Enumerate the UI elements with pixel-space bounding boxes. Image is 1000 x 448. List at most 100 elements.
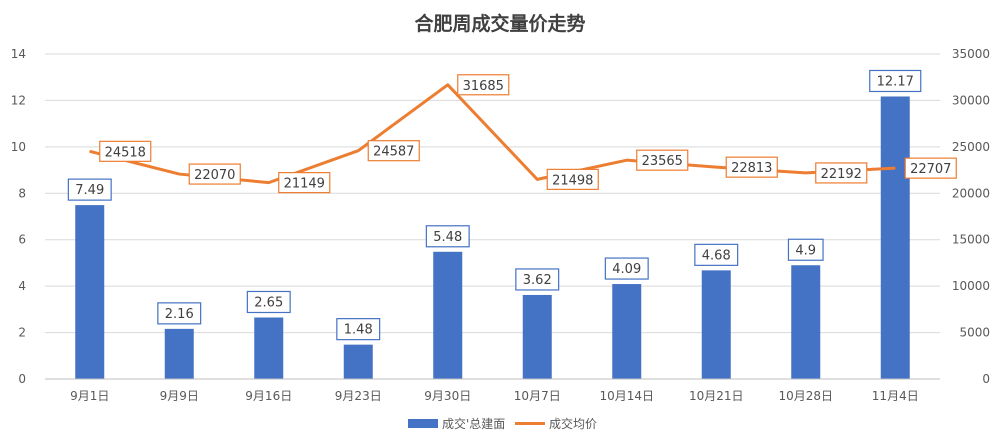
line-point: [357, 150, 359, 152]
line-label-box: [725, 156, 778, 178]
bar-label-box: [694, 243, 739, 266]
x-tick-label: 10月7日: [514, 389, 561, 403]
line-data-label: 31685: [463, 79, 504, 94]
right-tick-label: 10000: [952, 279, 990, 293]
bar-data-label: 2.65: [254, 295, 283, 310]
bar-series: [75, 96, 910, 379]
line-point: [715, 166, 717, 168]
right-tick-label: 5000: [959, 326, 990, 340]
line-point: [178, 173, 180, 175]
left-tick-label: 14: [11, 47, 26, 61]
line-label-box: [188, 163, 241, 185]
bar: [791, 265, 821, 379]
legend-line-label: 成交均价: [549, 416, 597, 431]
x-tick-label: 9月23日: [335, 389, 382, 403]
x-tick-label: 9月9日: [160, 389, 199, 403]
line-point: [805, 172, 807, 174]
line-data-label: 24518: [105, 145, 146, 160]
line-point: [268, 182, 270, 184]
right-tick-label: 30000: [952, 93, 990, 107]
left-tick-label: 12: [11, 93, 26, 107]
bar-data-labels: 7.49 2.16 2.65 1.48 5.48 3.62 4.09 4.68 4.9 12.17: [67, 69, 922, 341]
bar-label-box: [336, 318, 381, 341]
x-tick-label: 9月16日: [245, 389, 292, 403]
line-data-label: 24587: [373, 145, 414, 160]
line-label-box: [815, 162, 868, 184]
bar-label-box: [604, 257, 649, 280]
x-tick-label: 9月1日: [70, 389, 109, 403]
bar-label-box: [869, 69, 922, 93]
line-data-label: 21149: [284, 177, 325, 192]
bar-label-box: [67, 178, 112, 201]
line-label-box: [99, 140, 152, 162]
line-data-label: 23565: [642, 154, 683, 169]
chart-title: 合肥周成交量价走势: [414, 12, 585, 35]
bar: [880, 96, 910, 379]
line-label-box: [636, 149, 689, 171]
line-point: [536, 178, 538, 180]
line-data-label: 22813: [731, 161, 772, 176]
bar-data-label: 4.09: [612, 262, 641, 277]
right-tick-label: 15000: [952, 233, 990, 247]
legend-bar-swatch: [408, 419, 438, 428]
line-label-box: [278, 172, 331, 194]
left-tick-label: 10: [11, 140, 26, 154]
x-tick-label: 10月14日: [599, 389, 654, 403]
left-tick-label: 2: [18, 326, 26, 340]
x-axis: 9月1日 9月9日 9月16日 9月23日 9月30日 10月7日 10月14日 10月21日…: [45, 378, 940, 403]
right-tick-label: 25000: [952, 140, 990, 154]
bar: [75, 205, 105, 379]
bar: [343, 344, 373, 379]
bar-data-label: 1.48: [344, 323, 373, 338]
left-tick-label: 4: [18, 279, 26, 293]
bar: [522, 294, 552, 379]
right-tick-label: 20000: [952, 186, 990, 200]
line-label-box: [904, 157, 957, 179]
x-tick-label: 9月30日: [424, 389, 471, 403]
bar-data-label: 5.48: [433, 230, 462, 245]
right-tick-label: 0: [982, 372, 990, 386]
bar-label-box: [787, 238, 824, 261]
line-data-label: 22192: [821, 167, 862, 182]
bar: [433, 251, 463, 379]
bar-data-label: 4.9: [795, 243, 816, 258]
left-tick-label: 0: [18, 372, 26, 386]
line-label-box: [546, 168, 599, 190]
bar: [254, 317, 284, 379]
x-tick-label: 11月4日: [872, 389, 919, 403]
bar: [612, 284, 642, 379]
bar: [701, 270, 731, 379]
line-data-label: 22707: [910, 162, 951, 177]
left-axis: 0 2 4 6 8 10 12 14: [11, 47, 26, 386]
bar-data-label: 4.68: [702, 248, 731, 263]
bar-label-box: [425, 225, 470, 248]
line-point: [89, 150, 91, 152]
line-point: [626, 159, 628, 161]
bar-label-box: [515, 268, 560, 291]
bar-data-label: 2.16: [165, 307, 194, 322]
grid-lines: [45, 53, 940, 380]
x-tick-label: 10月21日: [689, 389, 744, 403]
line-label-box: [457, 74, 510, 96]
legend-bar-label: 成交'总建面: [442, 416, 505, 431]
line-point: [894, 167, 896, 169]
bar-label-box: [246, 290, 291, 314]
bar: [164, 328, 194, 379]
bar-data-label: 3.62: [523, 273, 552, 288]
left-tick-label: 6: [18, 233, 26, 247]
line-data-label: 21498: [552, 173, 593, 188]
left-tick-label: 8: [18, 186, 26, 200]
line-data-labels: 24518 22070 21149 24587 31685 21498 23565 22813…: [99, 74, 957, 194]
bar-data-label: 7.49: [75, 183, 104, 198]
right-axis: 0 5000 10000 15000 20000 25000 30000 35000: [952, 47, 990, 386]
legend: 成交'总建面 成交均价: [408, 416, 597, 431]
right-tick-label: 35000: [952, 47, 990, 61]
line-data-label: 22070: [194, 168, 235, 183]
bar-label-box: [157, 302, 202, 325]
line-point: [447, 84, 449, 86]
line-label-box: [367, 140, 420, 162]
bar-data-label: 12.17: [877, 74, 914, 89]
x-tick-label: 10月28日: [778, 389, 833, 403]
